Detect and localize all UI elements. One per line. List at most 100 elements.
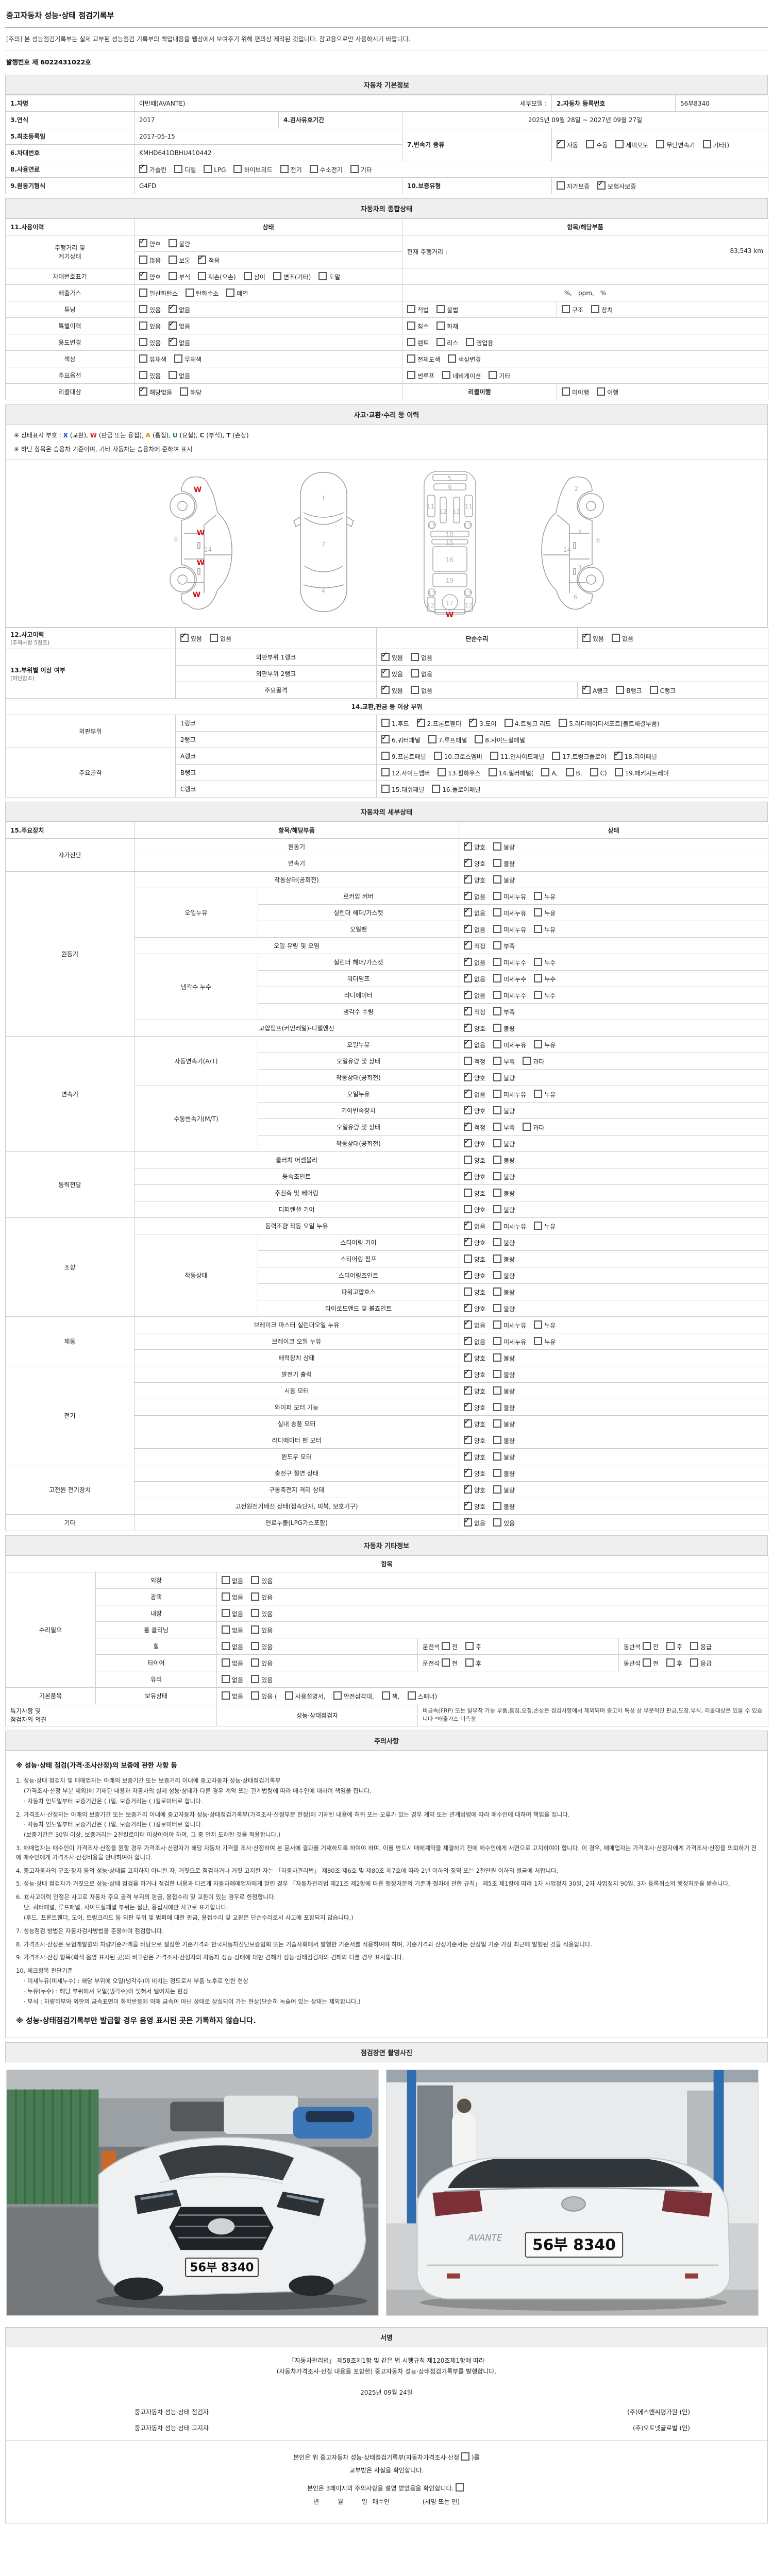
checkbox[interactable] — [280, 164, 289, 173]
check-option[interactable]: 양호 — [464, 873, 485, 885]
check-option[interactable]: 부족 — [493, 1122, 515, 1132]
checkbox[interactable] — [251, 1674, 260, 1683]
check-option[interactable]: 미세누유 — [493, 1320, 526, 1330]
check-option[interactable]: 양호 — [139, 269, 161, 281]
check-option[interactable]: 4.트렁크 리드 — [504, 718, 551, 728]
check-option[interactable]: 응급 — [690, 1658, 712, 1668]
check-option[interactable]: 화재 — [436, 321, 458, 331]
check-option[interactable]: 없음 — [169, 335, 190, 347]
checkbox[interactable] — [493, 924, 502, 933]
check-option[interactable]: 불량 — [493, 1386, 515, 1396]
checkbox[interactable] — [557, 181, 565, 190]
checkbox[interactable] — [464, 1254, 472, 1263]
check-option[interactable]: 19.패키지트레이 — [614, 768, 669, 777]
check-option[interactable]: 양호 — [464, 1071, 485, 1082]
check-option[interactable]: 18.리어패널 — [614, 749, 657, 761]
checkbox[interactable] — [442, 370, 451, 379]
check-option[interactable]: 없음 — [411, 669, 432, 679]
checkbox[interactable] — [493, 1386, 502, 1395]
checkbox-checked[interactable] — [381, 667, 390, 677]
check-option[interactable]: 양호 — [464, 1235, 485, 1247]
checkbox-checked[interactable] — [464, 1235, 472, 1246]
checkbox[interactable] — [493, 974, 502, 982]
check-option[interactable]: 양호 — [464, 1287, 485, 1297]
checkbox[interactable] — [464, 1188, 472, 1197]
check-option[interactable]: 1.후드 — [381, 718, 409, 728]
check-option[interactable]: 없음 — [222, 1658, 243, 1668]
check-option[interactable]: 8.사이드실패널 — [475, 735, 525, 744]
checkbox[interactable] — [381, 1691, 390, 1700]
checkbox-checked[interactable] — [464, 873, 472, 884]
checkbox[interactable] — [597, 387, 606, 396]
check-option[interactable]: 누유 — [534, 1221, 556, 1231]
checkbox[interactable] — [656, 140, 665, 148]
checkbox-checked[interactable] — [464, 1301, 472, 1312]
check-option[interactable]: 불량 — [493, 1402, 515, 1412]
check-option[interactable]: 있음 — [381, 650, 403, 662]
check-option[interactable]: 불량 — [493, 875, 515, 885]
checkbox-checked[interactable] — [464, 1318, 472, 1329]
checkbox[interactable] — [493, 1336, 502, 1345]
checkbox[interactable] — [534, 1040, 543, 1048]
checkbox[interactable] — [411, 669, 419, 677]
checkbox[interactable] — [493, 1089, 502, 1098]
checkbox[interactable] — [139, 304, 147, 313]
check-option[interactable]: 미이행 — [562, 387, 589, 397]
checkbox[interactable] — [493, 1172, 502, 1180]
checkbox-checked[interactable] — [464, 1516, 472, 1527]
checkbox[interactable] — [407, 321, 415, 330]
check-option[interactable]: 기타() — [702, 140, 729, 149]
check-option[interactable]: 불량 — [493, 1155, 515, 1165]
checkbox-checked[interactable] — [198, 253, 207, 264]
checkbox-checked[interactable] — [464, 1351, 472, 1362]
check-option[interactable]: 양호 — [464, 1367, 485, 1379]
check-option[interactable]: 없음 — [464, 906, 485, 918]
checkbox[interactable] — [534, 924, 543, 933]
check-option[interactable]: 해당 — [180, 387, 201, 397]
check-option[interactable]: 응급 — [690, 1641, 712, 1651]
check-option[interactable]: 전 — [642, 1658, 659, 1668]
check-option[interactable]: 누유 — [534, 924, 556, 934]
checkbox-checked[interactable] — [464, 889, 472, 900]
checkbox[interactable] — [493, 941, 502, 950]
checkbox[interactable] — [493, 957, 502, 966]
check-option[interactable]: 2.프론트휀더 — [416, 716, 461, 728]
check-option[interactable]: 양호 — [464, 1351, 485, 1363]
checkbox[interactable] — [523, 1056, 531, 1065]
checkbox-checked[interactable] — [464, 988, 472, 999]
checkbox[interactable] — [642, 1658, 651, 1667]
check-option[interactable]: 없음 — [222, 1575, 243, 1585]
check-option[interactable]: 불량 — [493, 858, 515, 868]
checkbox[interactable] — [466, 337, 475, 346]
check-option[interactable]: 과다 — [523, 1122, 544, 1132]
check-option[interactable]: 있음 — [582, 631, 604, 643]
checkbox-checked[interactable] — [464, 1219, 472, 1230]
checkbox[interactable] — [448, 354, 457, 363]
checkbox[interactable] — [251, 1592, 260, 1601]
check-option[interactable]: 무채색 — [174, 354, 201, 364]
checkbox[interactable] — [226, 288, 235, 297]
check-option[interactable]: 있음 — [381, 667, 403, 679]
checkbox[interactable] — [642, 1641, 651, 1650]
checkbox[interactable] — [222, 1674, 230, 1683]
check-option[interactable]: 기타 — [350, 164, 372, 174]
checkbox[interactable] — [666, 1658, 675, 1667]
check-option[interactable]: 리스 — [436, 337, 458, 347]
check-option[interactable]: 없음 — [464, 972, 485, 984]
check-option[interactable]: 사용설명서, — [284, 1691, 326, 1701]
check-option[interactable]: 많음 — [139, 255, 161, 265]
check-option[interactable]: 미세누유 — [493, 1221, 526, 1231]
checkbox[interactable] — [436, 304, 445, 313]
checkbox-checked[interactable] — [464, 955, 472, 966]
check-option[interactable]: 없음 — [464, 1318, 485, 1330]
checkbox-checked[interactable] — [464, 856, 472, 867]
checkbox-checked[interactable] — [464, 1170, 472, 1180]
check-option[interactable]: 수소전기 — [309, 164, 343, 174]
checkbox-checked[interactable] — [464, 1334, 472, 1345]
checkbox[interactable] — [534, 891, 543, 900]
check-option[interactable]: 누유 — [534, 1320, 556, 1330]
checkbox-checked[interactable] — [139, 162, 147, 173]
check-option[interactable]: 있음 — [251, 1592, 273, 1602]
check-option[interactable]: 이행 — [597, 387, 618, 397]
checkbox-checked[interactable] — [464, 1038, 472, 1048]
